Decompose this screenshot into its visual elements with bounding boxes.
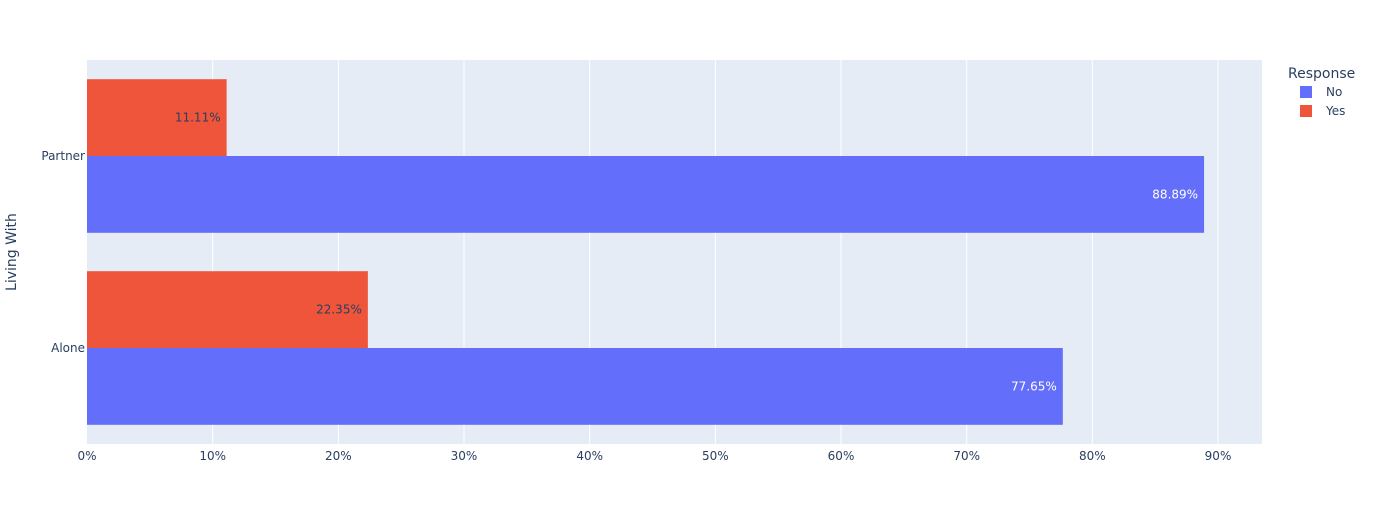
data-label: 77.65% bbox=[1011, 379, 1057, 393]
legend-swatch bbox=[1300, 86, 1312, 98]
x-tick-label: 20% bbox=[325, 449, 352, 463]
bar-no-alone bbox=[87, 348, 1063, 425]
legend-label: No bbox=[1326, 85, 1342, 99]
legend[interactable]: Response No Yes bbox=[1288, 66, 1355, 118]
bar-yes-alone bbox=[87, 271, 368, 348]
y-tick-label: Partner bbox=[41, 149, 85, 163]
bar-yes-partner bbox=[87, 79, 227, 156]
y-axis-title: Living With bbox=[4, 213, 20, 291]
x-tick-label: 80% bbox=[1079, 449, 1106, 463]
x-tick-label: 70% bbox=[953, 449, 980, 463]
x-tick-label: 30% bbox=[451, 449, 478, 463]
x-tick-label: 0% bbox=[77, 449, 96, 463]
x-tick-label: 50% bbox=[702, 449, 729, 463]
x-tick-label: 60% bbox=[828, 449, 855, 463]
y-tick-label: Alone bbox=[51, 341, 85, 355]
data-label: 22.35% bbox=[316, 303, 362, 317]
legend-item-yes[interactable]: Yes bbox=[1300, 104, 1345, 118]
legend-label: Yes bbox=[1325, 104, 1345, 118]
data-label: 88.89% bbox=[1152, 187, 1198, 201]
legend-swatch bbox=[1300, 105, 1312, 117]
legend-item-no[interactable]: No bbox=[1300, 85, 1342, 99]
x-tick-label: 10% bbox=[199, 449, 226, 463]
bar-no-partner bbox=[87, 156, 1205, 233]
x-tick-label: 40% bbox=[576, 449, 603, 463]
legend-title: Response bbox=[1288, 66, 1355, 82]
x-tick-label: 90% bbox=[1205, 449, 1232, 463]
data-label: 11.11% bbox=[175, 111, 221, 125]
